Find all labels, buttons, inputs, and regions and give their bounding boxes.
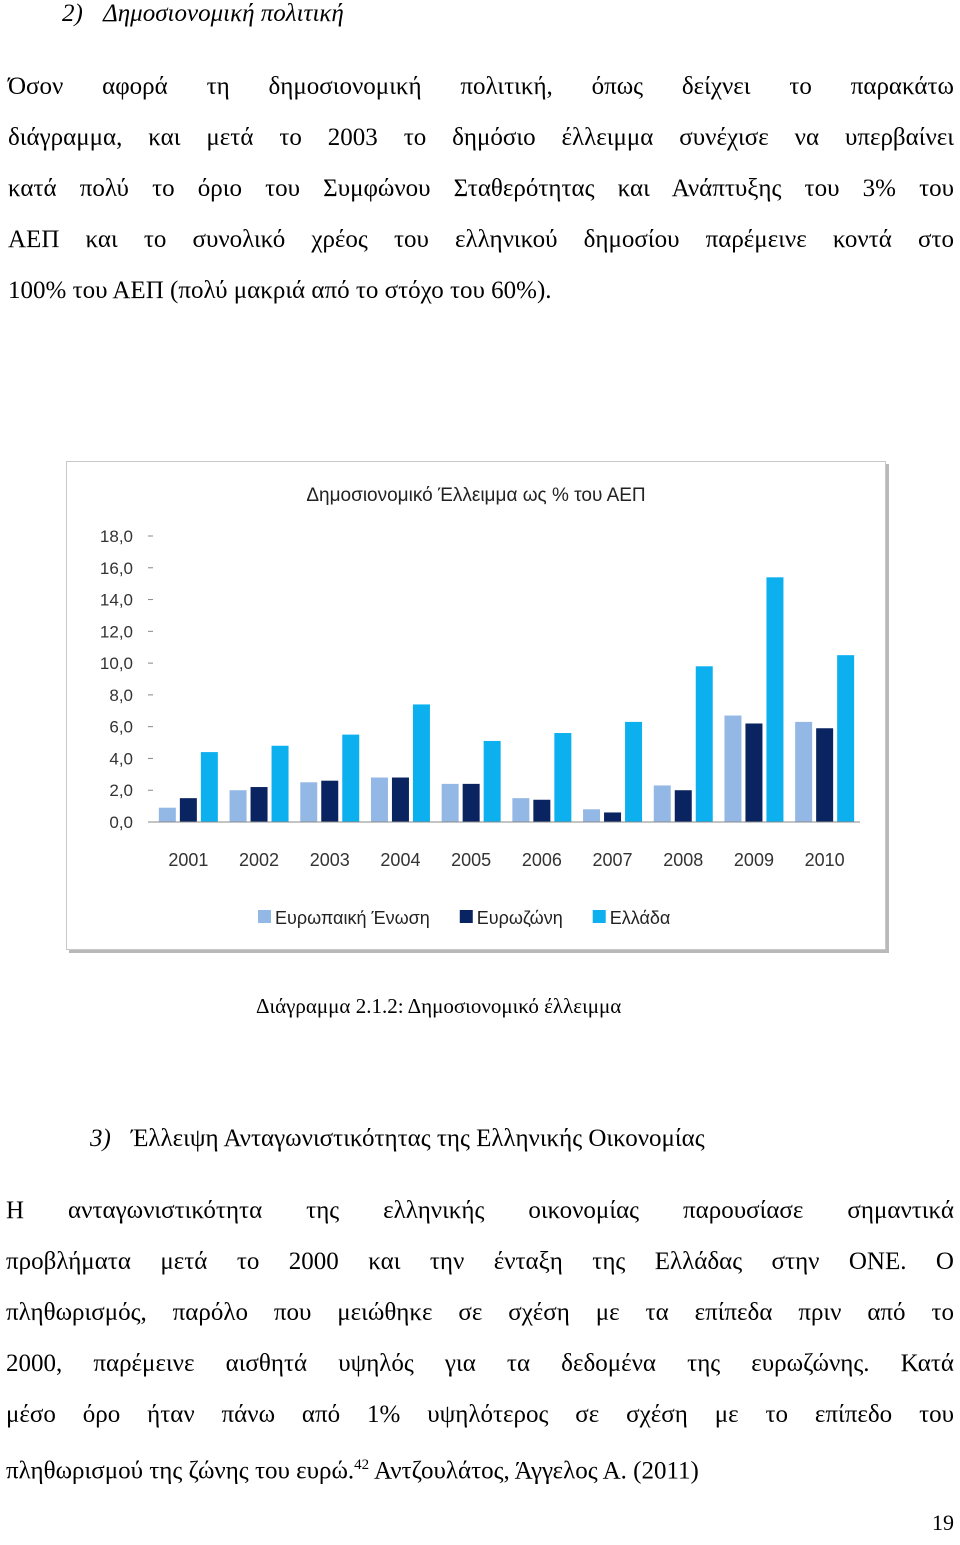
section-3-number: 3) <box>90 1125 111 1152</box>
paragraph-line: ΑΕΠ και το συνολικό χρέος του ελληνικού … <box>8 226 954 253</box>
y-tick-label: 18,0 <box>100 527 133 546</box>
legend-swatch <box>258 910 271 923</box>
bar-2001-2 <box>200 752 218 822</box>
y-tick-label: 10,0 <box>100 654 133 673</box>
section-3-paragraph: Η ανταγωνιστικότητα της ελληνικής οικονο… <box>6 1185 954 1491</box>
bar-2005-2 <box>483 740 501 822</box>
paragraph-line: Η ανταγωνιστικότητα της ελληνικής οικονο… <box>6 1197 954 1224</box>
x-tick-label: 2008 <box>663 850 703 870</box>
bar-2004-1 <box>391 777 409 822</box>
section-2-paragraph: Όσον αφορά τη δημοσιονομική πολιτική, όπ… <box>8 61 954 316</box>
bar-2006-0 <box>512 798 530 822</box>
bar-2003-0 <box>300 782 318 822</box>
bar-2005-1 <box>462 783 480 822</box>
bar-2009-0 <box>724 715 742 822</box>
bar-2003-1 <box>321 780 339 822</box>
y-tick-label: 8,0 <box>109 686 133 705</box>
x-tick-label: 2009 <box>734 850 774 870</box>
bar-2007-1 <box>604 812 622 822</box>
bar-2006-1 <box>533 799 551 822</box>
footnote-number: 42 <box>354 1457 370 1473</box>
y-tick-label: 12,0 <box>100 622 133 641</box>
bar-2008-2 <box>695 666 713 822</box>
legend-label: Ελλάδα <box>610 908 671 928</box>
bar-2002-0 <box>229 790 247 822</box>
paragraph-line: προβλήματα μετά το 2000 και την ένταξη τ… <box>6 1248 954 1275</box>
legend-swatch <box>459 910 473 923</box>
footnote-reference: Αντζουλάτος, Άγγελος Α. (2011) <box>369 1457 699 1485</box>
y-tick-label: 16,0 <box>100 559 133 578</box>
y-tick-label: 14,0 <box>100 591 133 610</box>
x-tick-label: 2004 <box>380 850 420 870</box>
bar-2004-0 <box>370 777 388 822</box>
y-tick-label: 4,0 <box>109 749 133 768</box>
paragraph-line: 2000, παρέμεινε αισθητά υψηλός για τα δε… <box>6 1350 954 1377</box>
bar-2003-2 <box>342 734 360 822</box>
x-tick-label: 2007 <box>593 850 633 870</box>
bar-2001-0 <box>158 807 176 822</box>
y-tick-label: 2,0 <box>109 781 133 800</box>
x-tick-label: 2003 <box>310 850 350 870</box>
section-3-heading: 3) Έλλειψη Ανταγωνιστικότητας της Ελληνι… <box>90 1125 705 1153</box>
paragraph-line-text: πληθωρισμού της ζώνης του ευρώ. <box>6 1457 355 1485</box>
chart-frame <box>66 461 886 950</box>
page-number: 19 <box>932 1510 954 1535</box>
paragraph-line: μέσο όρο ήταν πάνω από 1% υψηλότερος σε … <box>6 1401 954 1428</box>
x-tick-label: 2006 <box>522 850 562 870</box>
x-tick-label: 2005 <box>451 850 491 870</box>
bar-2005-0 <box>441 783 459 822</box>
bar-2010-1 <box>816 728 834 822</box>
paragraph-line: διάγραμμα, και μετά το 2003 το δημόσιο έ… <box>8 124 954 151</box>
bar-2008-0 <box>653 785 671 822</box>
bar-2008-1 <box>674 790 692 822</box>
bar-2010-2 <box>837 655 855 822</box>
legend-label: Ευρωζώνη <box>477 908 563 928</box>
bar-2001-1 <box>179 798 197 822</box>
paragraph-line: κατά πολύ το όριο του Συμφώνου Σταθερότη… <box>8 175 954 202</box>
bar-2007-0 <box>583 809 601 822</box>
x-tick-label: 2001 <box>168 850 208 870</box>
paragraph-line: Όσον αφορά τη δημοσιονομική πολιτική, όπ… <box>8 73 954 100</box>
x-tick-label: 2002 <box>239 850 279 870</box>
bar-2004-2 <box>412 704 430 822</box>
paragraph-line: πληθωρισμός, παρόλο που μειώθηκε σε σχέσ… <box>6 1299 954 1326</box>
legend-swatch <box>592 910 606 923</box>
deficit-bar-chart: Δημοσιονομικό Έλλειμμα ως % του ΑΕΠ 0,0 2… <box>100 485 860 928</box>
legend-label: Ευρωπαική Ένωση <box>275 908 430 928</box>
chart-title: Δημοσιονομικό Έλλειμμα ως % του ΑΕΠ <box>306 485 645 506</box>
paragraph-line: 100% του ΑΕΠ (πολύ μακριά από το στόχο τ… <box>8 277 552 304</box>
bar-2002-2 <box>271 745 289 822</box>
y-tick-label: 6,0 <box>109 718 133 737</box>
bar-2002-1 <box>250 787 268 822</box>
figure-caption: Διάγραμμα 2.1.2: Δημοσιονομικό έλλειμμα <box>256 994 622 1018</box>
section-2-heading: 2) Δημοσιονομική πολιτική <box>62 0 344 28</box>
section-2-title: Δημοσιονομική πολιτική <box>103 0 344 27</box>
x-tick-label: 2010 <box>805 850 845 870</box>
bar-2009-2 <box>766 577 784 822</box>
bar-2006-2 <box>554 733 572 822</box>
paragraph-last-line: πληθωρισμού της ζώνης του ευρώ.42 Αντζου… <box>6 1440 954 1491</box>
bar-2009-1 <box>745 723 763 822</box>
bar-2007-2 <box>625 721 643 822</box>
y-tick-label: 0,0 <box>109 813 133 832</box>
bar-2010-0 <box>795 721 813 822</box>
section-3-title: Έλλειψη Ανταγωνιστικότητας της Ελληνικής… <box>131 1125 705 1152</box>
section-2-number: 2) <box>62 0 83 27</box>
